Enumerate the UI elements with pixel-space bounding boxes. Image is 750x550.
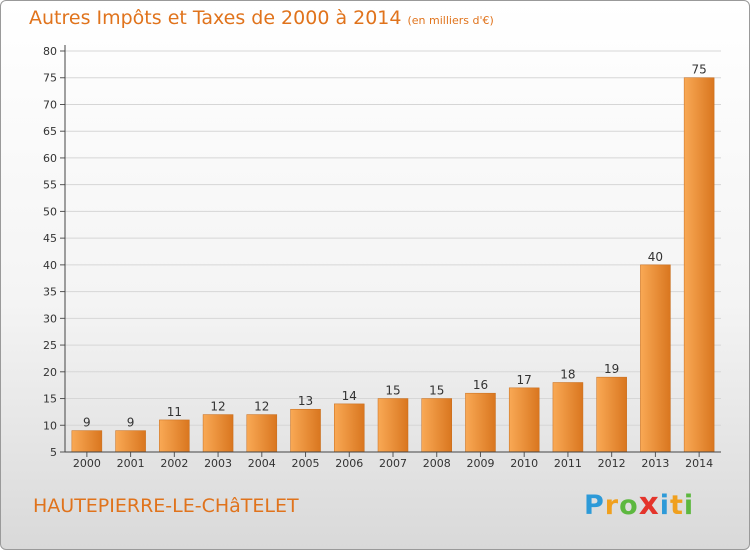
logo-letter: i bbox=[659, 490, 670, 521]
y-tick-label: 35 bbox=[43, 286, 57, 299]
place-name: HAUTEPIERRE-LE-CHâTELET bbox=[33, 495, 299, 517]
y-tick-label: 30 bbox=[43, 312, 57, 325]
bar-2002 bbox=[159, 419, 190, 453]
bar-2009 bbox=[465, 392, 496, 453]
logo-letter: o bbox=[619, 490, 639, 521]
y-tick-label: 60 bbox=[43, 152, 57, 165]
y-tick-label: 20 bbox=[43, 366, 57, 379]
bar-2000 bbox=[71, 430, 103, 453]
logo-letter: i bbox=[683, 490, 695, 521]
value-label: 9 bbox=[127, 416, 135, 430]
value-label: 18 bbox=[560, 367, 575, 381]
value-label: 14 bbox=[342, 389, 357, 403]
bar-2008 bbox=[421, 398, 452, 453]
x-tick-label: 2009 bbox=[466, 457, 494, 470]
y-tick-label: 40 bbox=[43, 259, 57, 272]
x-tick-label: 2004 bbox=[248, 457, 276, 470]
bar-2011 bbox=[552, 382, 584, 453]
y-tick-label: 10 bbox=[43, 419, 57, 432]
x-tick-label: 2010 bbox=[510, 457, 538, 470]
bar-2001 bbox=[115, 430, 146, 453]
value-labels: 9 9 11 12 12 13 14 15 15 16 17 18 19 40 75 bbox=[83, 63, 707, 430]
bar-2003 bbox=[202, 414, 234, 453]
x-tick-label: 2013 bbox=[641, 457, 669, 470]
y-axis-ticks: 5 10 15 20 25 30 35 40 45 50 55 60 65 70 75 80 bbox=[43, 45, 65, 459]
y-tick-label: 25 bbox=[43, 339, 57, 352]
chart-title-block: Autres Impôts et Taxes de 2000 à 2014 (en… bbox=[29, 7, 494, 29]
y-tick-label: 45 bbox=[43, 232, 57, 245]
unit-label: (en milliers d'€) bbox=[407, 14, 494, 27]
value-label: 15 bbox=[429, 384, 444, 398]
bar-2012 bbox=[596, 376, 627, 453]
x-tick-label: 2008 bbox=[423, 457, 451, 470]
y-tick-label: 70 bbox=[43, 98, 57, 111]
proxiti-logo: Proxiti bbox=[584, 486, 694, 522]
x-tick-label: 2002 bbox=[160, 457, 188, 470]
logo-letter: x bbox=[638, 486, 660, 522]
y-tick-label: 55 bbox=[43, 179, 57, 192]
value-label: 11 bbox=[167, 405, 182, 419]
x-tick-label: 2001 bbox=[117, 457, 145, 470]
bar-2005 bbox=[290, 408, 321, 453]
x-tick-label: 2011 bbox=[554, 457, 582, 470]
y-tick-label: 75 bbox=[43, 72, 57, 85]
bar-2014 bbox=[683, 77, 715, 453]
value-label: 9 bbox=[83, 416, 91, 430]
bar-2010 bbox=[508, 387, 540, 453]
x-tick-label: 2005 bbox=[292, 457, 320, 470]
x-tick-label: 2006 bbox=[335, 457, 363, 470]
value-label: 75 bbox=[691, 63, 706, 77]
gridlines bbox=[65, 50, 721, 426]
value-label: 19 bbox=[604, 362, 619, 376]
x-tick-label: 2003 bbox=[204, 457, 232, 470]
x-tick-label: 2012 bbox=[598, 457, 626, 470]
y-tick-label: 50 bbox=[43, 205, 57, 218]
bars bbox=[71, 77, 715, 453]
x-tick-label: 2007 bbox=[379, 457, 407, 470]
y-tick-label: 80 bbox=[43, 45, 57, 58]
logo-letter: P bbox=[584, 490, 605, 521]
value-label: 13 bbox=[298, 394, 313, 408]
y-tick-label: 65 bbox=[43, 125, 57, 138]
bar-2004 bbox=[246, 414, 278, 453]
value-label: 12 bbox=[210, 400, 225, 414]
value-label: 16 bbox=[473, 378, 488, 392]
x-tick-label: 2014 bbox=[685, 457, 713, 470]
y-tick-label: 15 bbox=[43, 393, 57, 406]
logo-letter: r bbox=[604, 490, 620, 521]
value-label: 40 bbox=[648, 250, 663, 264]
bar-2013 bbox=[640, 264, 671, 453]
value-label: 17 bbox=[517, 373, 532, 387]
x-tick-label: 2000 bbox=[73, 457, 101, 470]
value-label: 12 bbox=[254, 400, 269, 414]
logo-letter: t bbox=[669, 490, 684, 521]
axes bbox=[64, 45, 721, 453]
value-label: 15 bbox=[385, 384, 400, 398]
bar-2006 bbox=[334, 403, 365, 453]
x-axis-ticks: 2000 2001 2002 2003 2004 2005 2006 2007 2008 2009… bbox=[73, 452, 713, 470]
bar-2007 bbox=[377, 398, 409, 453]
chart-title: Autres Impôts et Taxes de 2000 à 2014 bbox=[29, 7, 402, 29]
y-tick-label: 5 bbox=[50, 446, 57, 459]
